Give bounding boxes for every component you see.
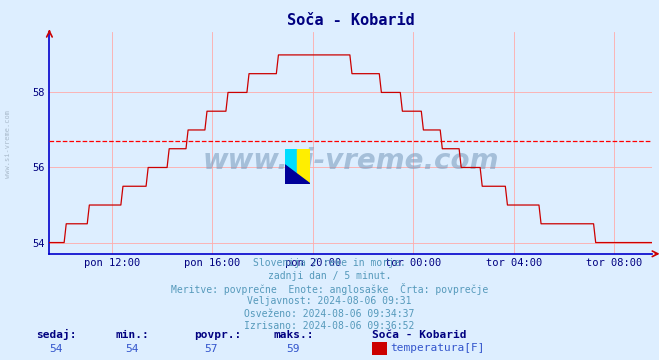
- Text: 57: 57: [204, 343, 217, 354]
- Polygon shape: [285, 165, 310, 184]
- Text: maks.:: maks.:: [273, 330, 314, 340]
- Bar: [297, 149, 310, 184]
- Text: Izrisano: 2024-08-06 09:36:52: Izrisano: 2024-08-06 09:36:52: [244, 321, 415, 331]
- Text: zadnji dan / 5 minut.: zadnji dan / 5 minut.: [268, 271, 391, 281]
- Bar: [285, 149, 297, 184]
- Title: Soča - Kobarid: Soča - Kobarid: [287, 13, 415, 28]
- Text: Meritve: povprečne  Enote: anglosaške  Črta: povprečje: Meritve: povprečne Enote: anglosaške Črt…: [171, 283, 488, 295]
- Text: temperatura[F]: temperatura[F]: [390, 343, 484, 354]
- Text: Soča - Kobarid: Soča - Kobarid: [372, 330, 467, 340]
- Text: 54: 54: [49, 343, 63, 354]
- Text: min.:: min.:: [115, 330, 149, 340]
- Text: povpr.:: povpr.:: [194, 330, 242, 340]
- Text: www.si-vreme.com: www.si-vreme.com: [203, 147, 499, 175]
- Text: 54: 54: [125, 343, 138, 354]
- Text: 59: 59: [287, 343, 300, 354]
- Text: sedaj:: sedaj:: [36, 329, 76, 340]
- Text: Osveženo: 2024-08-06 09:34:37: Osveženo: 2024-08-06 09:34:37: [244, 309, 415, 319]
- Text: Slovenija / reke in morje.: Slovenija / reke in morje.: [253, 258, 406, 268]
- Text: www.si-vreme.com: www.si-vreme.com: [5, 110, 11, 178]
- Text: Veljavnost: 2024-08-06 09:31: Veljavnost: 2024-08-06 09:31: [247, 296, 412, 306]
